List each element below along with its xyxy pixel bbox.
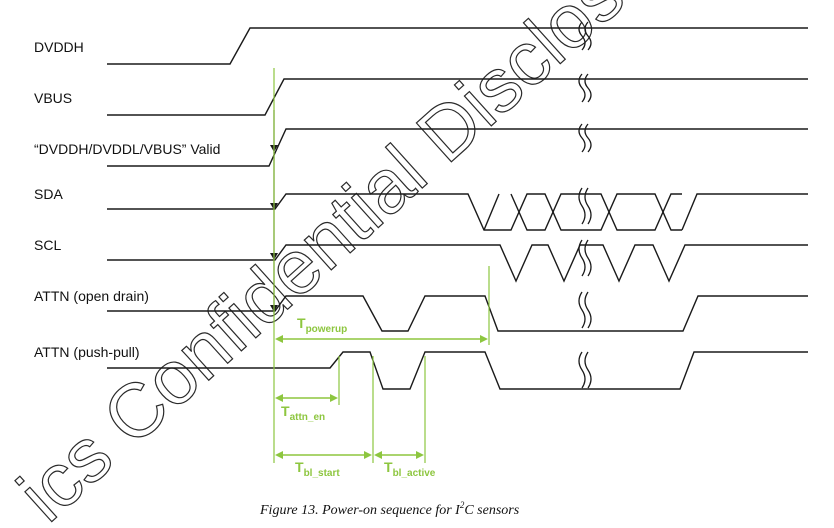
waveform-attn-pp [107,351,808,390]
svg-text:Tbl_active: Tbl_active [384,459,436,479]
dimension-t-bl-start: Tbl_start [275,451,372,479]
figure-caption: Figure 13. Power-on sequence for I2C sen… [259,500,520,518]
t-powerup-main: T [297,315,306,331]
signal-label-valid: “DVDDH/DVDDL/VBUS” Valid [34,141,220,157]
t-bl-start-sub: bl_start [304,468,341,479]
caption-prefix: Figure 13. Power-on sequence for [259,503,455,518]
waveform-valid [107,128,808,167]
signal-label-scl: SCL [34,237,61,253]
dimension-t-attn-en: Tattn_en [275,394,338,423]
signal-label-attn-od: ATTN (open drain) [34,288,149,304]
signal-label-dvddh: DVDDH [34,39,84,55]
waveform-sda [107,193,808,231]
t-powerup-sub: powerup [306,324,348,335]
svg-text:Tbl_start: Tbl_start [295,459,340,479]
signal-label-sda: SDA [34,186,63,202]
t-bl-start-main: T [295,459,304,475]
caption-superscript: 2 [460,500,465,510]
waveform-dvddh [107,27,808,65]
waveform-scl [107,244,808,283]
dimension-t-bl-active: Tbl_active [374,451,436,479]
caption-i: I [454,503,461,518]
waveform-attn-od [107,295,808,332]
t-bl-active-sub: bl_active [393,468,436,479]
svg-text:Tattn_en: Tattn_en [281,403,325,423]
t-attn-en-main: T [281,403,290,419]
signal-label-vbus: VBUS [34,90,72,106]
caption-suffix: C sensors [464,503,519,518]
dimension-t-powerup: Tpowerup [275,315,488,343]
timing-guides [273,68,490,463]
t-bl-active-main: T [384,459,393,475]
time-break-markers [578,21,592,389]
t-attn-en-sub: attn_en [290,412,326,423]
svg-text:Tpowerup: Tpowerup [297,315,347,335]
signal-label-attn-pp: ATTN (push-pull) [34,344,140,360]
